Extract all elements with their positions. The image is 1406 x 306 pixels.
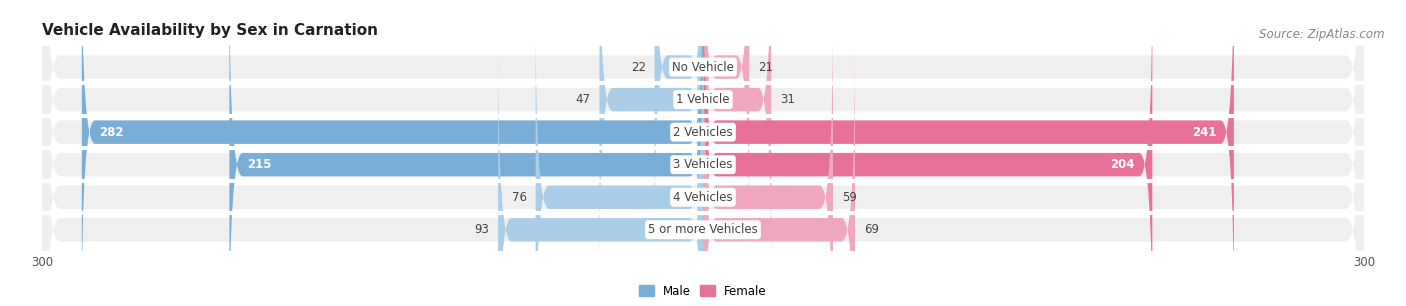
Text: 5 or more Vehicles: 5 or more Vehicles <box>648 223 758 236</box>
FancyBboxPatch shape <box>229 0 703 306</box>
Text: Source: ZipAtlas.com: Source: ZipAtlas.com <box>1260 28 1385 40</box>
Text: 282: 282 <box>100 126 124 139</box>
Text: 47: 47 <box>575 93 591 106</box>
Text: 4 Vehicles: 4 Vehicles <box>673 191 733 204</box>
FancyBboxPatch shape <box>703 0 749 251</box>
FancyBboxPatch shape <box>703 0 1153 306</box>
Text: 22: 22 <box>631 61 645 73</box>
FancyBboxPatch shape <box>42 0 1364 306</box>
Text: 3 Vehicles: 3 Vehicles <box>673 158 733 171</box>
Text: 69: 69 <box>863 223 879 236</box>
Text: No Vehicle: No Vehicle <box>672 61 734 73</box>
FancyBboxPatch shape <box>42 0 1364 306</box>
FancyBboxPatch shape <box>703 14 832 306</box>
FancyBboxPatch shape <box>498 46 703 306</box>
FancyBboxPatch shape <box>42 0 1364 306</box>
Text: 76: 76 <box>512 191 527 204</box>
FancyBboxPatch shape <box>42 0 1364 306</box>
FancyBboxPatch shape <box>42 0 1364 306</box>
FancyBboxPatch shape <box>655 0 703 251</box>
Text: 93: 93 <box>474 223 489 236</box>
Text: 31: 31 <box>780 93 794 106</box>
Text: 2 Vehicles: 2 Vehicles <box>673 126 733 139</box>
FancyBboxPatch shape <box>42 0 1364 306</box>
Text: 1 Vehicle: 1 Vehicle <box>676 93 730 106</box>
Text: 204: 204 <box>1111 158 1135 171</box>
Text: Vehicle Availability by Sex in Carnation: Vehicle Availability by Sex in Carnation <box>42 23 378 38</box>
FancyBboxPatch shape <box>703 46 855 306</box>
Text: 21: 21 <box>758 61 773 73</box>
FancyBboxPatch shape <box>599 0 703 283</box>
Text: 241: 241 <box>1192 126 1216 139</box>
FancyBboxPatch shape <box>82 0 703 306</box>
FancyBboxPatch shape <box>703 0 772 283</box>
Text: 59: 59 <box>842 191 856 204</box>
Text: 215: 215 <box>247 158 271 171</box>
FancyBboxPatch shape <box>703 0 1234 306</box>
FancyBboxPatch shape <box>536 14 703 306</box>
Legend: Male, Female: Male, Female <box>634 280 772 302</box>
